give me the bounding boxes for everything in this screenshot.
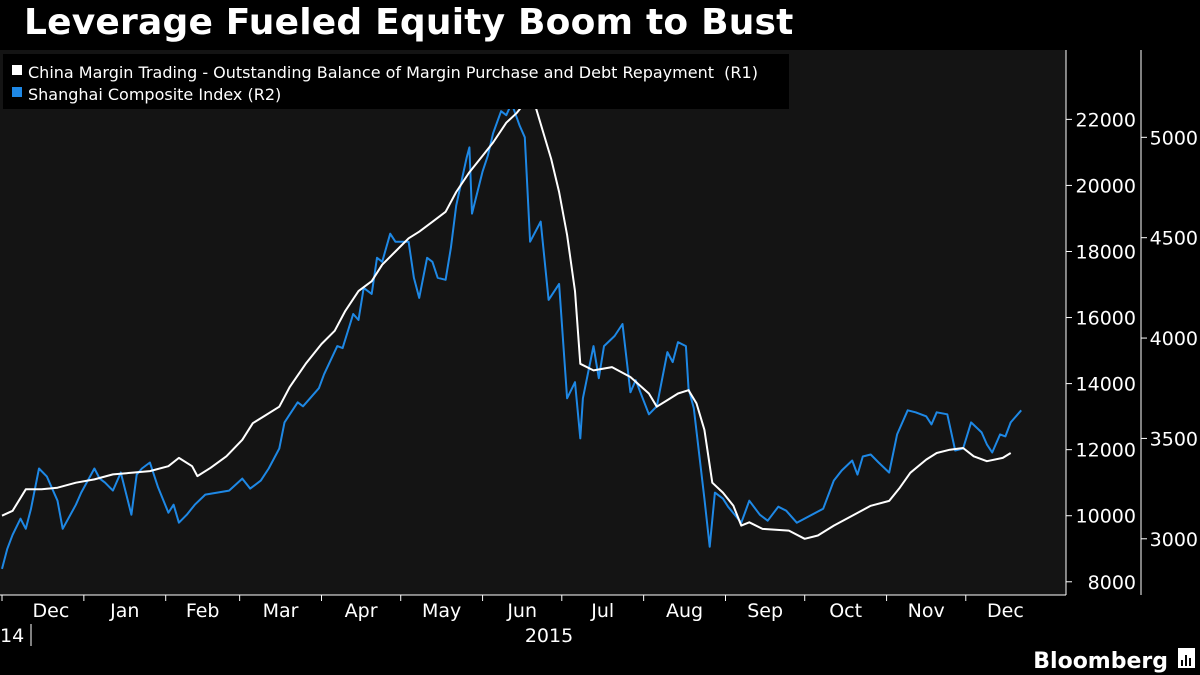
bloomberg-bars-icon-bar — [1181, 660, 1183, 666]
x-tick-label: Dec — [33, 600, 70, 622]
legend-box — [3, 54, 789, 109]
x-tick-label: Jan — [109, 600, 139, 622]
x-tick-label: May — [422, 600, 461, 622]
brand-name: Bloomberg — [1033, 649, 1168, 674]
x-tick-label: Feb — [186, 600, 220, 622]
x-tick-label: Nov — [908, 600, 945, 622]
x-tick-label: Sep — [747, 600, 783, 622]
x-tick-label: Jun — [506, 600, 537, 622]
r1-tick-label: 18000 — [1076, 241, 1136, 263]
x-tick-label: Oct — [829, 600, 862, 622]
r1-tick-label: 20000 — [1076, 175, 1136, 197]
year-label: 14 — [0, 625, 24, 647]
legend-swatch-margin — [12, 65, 22, 75]
x-tick-label: Mar — [263, 600, 299, 622]
bloomberg-bars-icon-bar — [1189, 658, 1191, 666]
axes-layer: 8000 10000 12000 14000 16000 18000 20000 22000 3… — [0, 50, 1198, 647]
r2-tick-label: 4000 — [1150, 328, 1198, 350]
r2-tick-label: 3500 — [1150, 428, 1198, 450]
legend-swatch-shanghai — [12, 87, 22, 97]
x-tick-label: Aug — [666, 600, 703, 622]
r1-tick-label: 12000 — [1076, 440, 1136, 462]
r1-tick-label: 14000 — [1076, 374, 1136, 396]
r1-tick-label: 16000 — [1076, 308, 1136, 330]
x-tick-label: Apr — [345, 600, 378, 622]
year-label: 2015 — [525, 625, 573, 647]
legend-label-shanghai: Shanghai Composite Index (R2) — [28, 85, 281, 104]
r2-tick-label: 4500 — [1150, 228, 1198, 250]
r1-tick-label: 22000 — [1076, 109, 1136, 131]
r2-tick-label: 5000 — [1150, 127, 1198, 149]
bloomberg-logo: Bloomberg — [1033, 648, 1195, 674]
r1-tick-label: 10000 — [1076, 506, 1136, 528]
legend-label-margin: China Margin Trading - Outstanding Balan… — [28, 63, 758, 82]
x-tick-label: Jul — [590, 600, 614, 622]
plot-area — [0, 50, 1066, 595]
r1-tick-label: 8000 — [1088, 572, 1136, 594]
series-line-shanghai-composite — [1, 102, 1022, 570]
chart-title: Leverage Fueled Equity Boom to Bust — [24, 2, 794, 43]
x-tick-label: Dec — [987, 600, 1024, 622]
legend: China Margin Trading - Outstanding Balan… — [3, 54, 789, 109]
bloomberg-bars-icon-bar — [1185, 655, 1187, 666]
r2-tick-label: 3000 — [1150, 529, 1198, 551]
